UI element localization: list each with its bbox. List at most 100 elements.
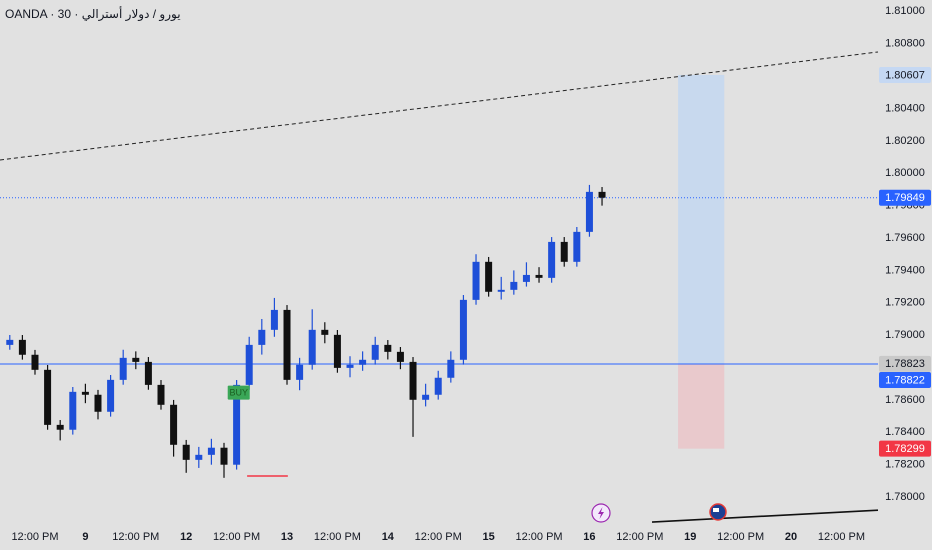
candle-body: [245, 344, 253, 385]
y-tick-label: 1.79400: [885, 264, 925, 276]
candle-body: [510, 281, 518, 290]
candle-body: [321, 329, 329, 335]
candle-body: [157, 384, 165, 405]
y-tick-label: 1.80400: [885, 102, 925, 114]
x-tick-label: 12:00 PM: [314, 531, 361, 543]
candle-body: [195, 454, 203, 460]
x-tick-label: 12:00 PM: [213, 531, 260, 543]
x-tick-label: 15: [483, 531, 495, 543]
candle-body: [371, 344, 379, 360]
loss-zone: [678, 363, 725, 449]
y-tick-label: 1.78600: [885, 394, 925, 406]
price-badge: [879, 189, 931, 206]
x-tick-label: 16: [583, 531, 595, 543]
candle-body: [396, 351, 404, 362]
flag-icon[interactable]: [709, 503, 727, 521]
candle-body: [472, 261, 480, 300]
y-tick-label: 1.78000: [885, 491, 925, 503]
lightning-icon[interactable]: [591, 503, 611, 523]
y-tick-label: 1.81000: [885, 5, 925, 17]
price-badge: [879, 355, 931, 372]
profit-zone: [678, 74, 725, 364]
x-tick-label: 19: [684, 531, 696, 543]
y-tick-label: 1.80200: [885, 135, 925, 147]
y-tick-label: 1.78400: [885, 426, 925, 438]
price-badge-label: 1.78823: [885, 358, 925, 370]
candle-body: [270, 309, 278, 330]
candle-body: [447, 359, 455, 378]
x-tick-label: 9: [82, 531, 88, 543]
x-tick-label: 12:00 PM: [818, 531, 865, 543]
candle-body: [409, 361, 417, 400]
x-tick-label: 12:00 PM: [11, 531, 58, 543]
candle-body: [94, 394, 102, 412]
y-tick-label: 1.79000: [885, 329, 925, 341]
candle-body: [422, 394, 430, 400]
x-tick-label: 13: [281, 531, 293, 543]
y-tick-label: 1.79600: [885, 232, 925, 244]
candle-body: [485, 261, 493, 292]
candle-body: [18, 339, 26, 355]
candle-body: [69, 391, 77, 430]
candle-body: [548, 241, 556, 278]
candle-body: [296, 364, 304, 380]
candle-body: [333, 334, 341, 368]
price-badge-label: 1.78822: [885, 374, 925, 386]
price-badge: [879, 440, 931, 457]
x-tick-label: 12:00 PM: [515, 531, 562, 543]
candle-body: [182, 444, 190, 460]
trend-line: [651, 509, 879, 523]
candle-body: [207, 447, 215, 455]
candle-body: [56, 424, 64, 430]
candle-body: [573, 231, 581, 262]
y-tick-label: 1.80000: [885, 167, 925, 179]
candle-body: [81, 391, 89, 395]
candle-body: [6, 339, 14, 345]
price-badge-label: 1.80607: [885, 69, 925, 81]
y-tick-label: 1.79200: [885, 297, 925, 309]
y-tick-label: 1.78200: [885, 459, 925, 471]
plot-layer: BUY: [0, 51, 879, 523]
price-badge: [879, 371, 931, 388]
candle-body: [434, 377, 442, 395]
icon-bolt: [598, 507, 604, 519]
x-tick-label: 12:00 PM: [112, 531, 159, 543]
chart-title: OANDA · 30 · يورو / دولار أسترالي: [5, 6, 181, 22]
candle-body: [170, 404, 178, 445]
price-badge-label: 1.79849: [885, 192, 925, 204]
icon-flag: [713, 508, 719, 512]
x-tick-label: 20: [785, 531, 797, 543]
price-badge-label: 1.78299: [885, 443, 925, 455]
x-tick-label: 12:00 PM: [616, 531, 663, 543]
candle-body: [44, 369, 52, 425]
y-tick-label: 1.80800: [885, 38, 925, 50]
candle-body: [346, 364, 354, 368]
candle-body: [144, 361, 152, 385]
candle-body: [233, 384, 241, 465]
candle-body: [560, 241, 568, 262]
candle-body: [107, 379, 115, 412]
signal-badge: [227, 385, 250, 400]
price-badge: [879, 66, 931, 83]
x-tick-label: 12:00 PM: [717, 531, 764, 543]
candle-body: [598, 191, 606, 198]
candle-body: [132, 357, 140, 362]
x-tick-label: 12:00 PM: [415, 531, 462, 543]
signal-text: BUY: [229, 388, 248, 398]
candle-body: [459, 299, 467, 360]
x-tick-label: 12: [180, 531, 192, 543]
candle-body: [308, 329, 316, 365]
x-tick-label: 14: [382, 531, 395, 543]
candle-body: [359, 359, 367, 365]
candle-body: [384, 344, 392, 352]
candle-body: [119, 357, 127, 380]
trend-line: [0, 51, 879, 161]
candle-body: [258, 329, 266, 345]
candle-body: [283, 309, 291, 380]
candle-body: [497, 289, 505, 292]
candle-body: [535, 274, 543, 278]
candle-body: [31, 354, 39, 370]
